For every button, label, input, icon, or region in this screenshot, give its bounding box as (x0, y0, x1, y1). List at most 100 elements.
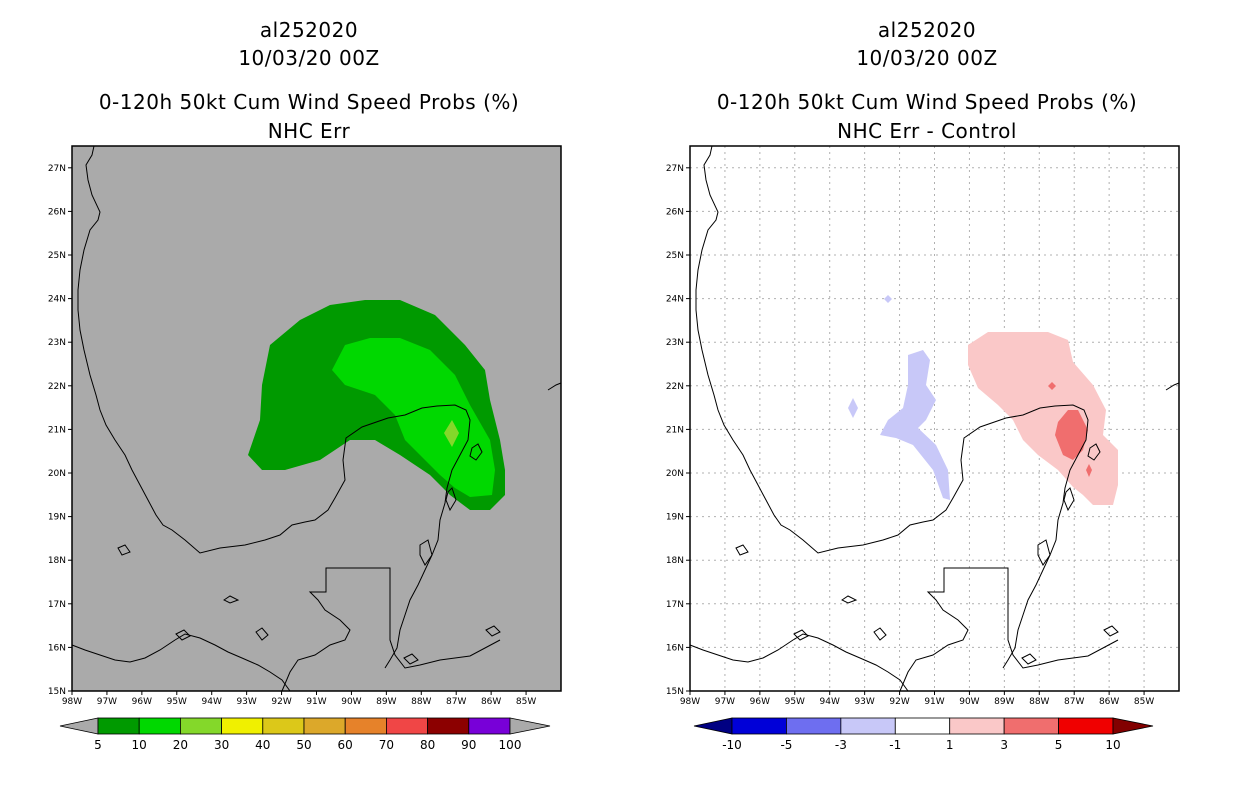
lon-label: 92W (889, 697, 909, 707)
lat-label: 26N (48, 207, 66, 217)
right-map-svg: 15N16N17N18N19N20N21N22N23N24N25N26N27N … (666, 145, 1180, 752)
lat-label: 18N (666, 556, 684, 566)
storm-id-title: al252020 (877, 18, 977, 42)
datetime-title: 10/03/20 00Z (856, 46, 998, 70)
lat-label: 15N (666, 687, 684, 697)
neg-1-3-region-islet (848, 398, 858, 418)
pos-3-5-spot-south (1086, 464, 1092, 477)
colorbar-over-arrow (509, 717, 551, 735)
lon-label: 90W (341, 697, 361, 707)
coastline-segment (1037, 539, 1051, 566)
coastline-segment (689, 633, 909, 692)
colorbar-label: 5 (1055, 738, 1063, 752)
lat-label: 15N (48, 687, 66, 697)
lat-label: 25N (48, 251, 66, 261)
lon-label: 87W (446, 697, 466, 707)
colorbar-label: -3 (835, 738, 847, 752)
colorbar-swatch (840, 717, 896, 735)
lat-label: 17N (48, 600, 66, 610)
lat-label: 20N (666, 469, 684, 479)
lat-label: 19N (48, 513, 66, 523)
coastline-segment (419, 539, 433, 566)
colorbar-swatch (138, 717, 181, 735)
lat-label: 24N (48, 295, 66, 305)
lon-label: 95W (167, 697, 187, 707)
lon-label: 95W (785, 697, 805, 707)
lat-label: 21N (666, 425, 684, 435)
subtitle: NHC Err - Control (837, 119, 1017, 143)
lon-label: 97W (97, 697, 117, 707)
lat-label: 20N (48, 469, 66, 479)
lon-label: 85W (516, 697, 536, 707)
colorbar-label: 10 (1105, 738, 1120, 752)
lon-label: 98W (62, 697, 82, 707)
pos-1-3-region (968, 332, 1118, 505)
lat-label: 16N (666, 643, 684, 653)
lat-label: 27N (48, 164, 66, 174)
lon-label: 85W (1134, 697, 1154, 707)
product-title: 0-120h 50kt Cum Wind Speed Probs (%) (716, 90, 1138, 114)
coastline-segment (1021, 653, 1037, 665)
lat-label: 23N (48, 338, 66, 348)
product-title: 0-120h 50kt Cum Wind Speed Probs (%) (98, 90, 520, 114)
lon-label: 93W (236, 697, 256, 707)
coastline-segment (793, 629, 809, 641)
lon-label: 92W (271, 697, 291, 707)
lon-label: 91W (924, 697, 944, 707)
colorbar-under-arrow (59, 717, 99, 735)
coastline-segment (695, 145, 1089, 669)
lon-label: 89W (376, 697, 396, 707)
coastline-segment (117, 544, 131, 556)
colorbar: 5 10 20 30 40 50 60 70 80 90 100 (59, 717, 551, 752)
colorbar-swatch (179, 717, 222, 735)
coastline-segment (77, 145, 471, 669)
colorbar-swatch (1003, 717, 1059, 735)
coastline-segment (255, 627, 269, 641)
colorbar-swatch (221, 717, 264, 735)
lat-label: 25N (666, 251, 684, 261)
lon-label: 93W (854, 697, 874, 707)
colorbar-label: -1 (889, 738, 901, 752)
lon-label: 90W (959, 697, 979, 707)
colorbar-label: 50 (296, 738, 311, 752)
left-panel: al252020 10/03/20 00Z 0-120h 50kt Cum Wi… (48, 18, 562, 752)
colorbar-over-arrow (1112, 717, 1154, 735)
colorbar: -10 -5 -3 -1 1 3 5 10 (693, 717, 1154, 752)
difference-contours (848, 295, 1118, 505)
colorbar-swatch (731, 717, 787, 735)
colorbar-label: -5 (780, 738, 792, 752)
colorbar-label: 10 (132, 738, 147, 752)
datetime-title: 10/03/20 00Z (238, 46, 380, 70)
prob-20-30-region (444, 420, 459, 447)
colorbar-label: 60 (338, 738, 353, 752)
coastline-segment (899, 567, 1119, 692)
coastline-segment (175, 629, 191, 641)
lon-label: 96W (750, 697, 770, 707)
lon-label: 96W (132, 697, 152, 707)
colorbar-swatch (894, 717, 951, 735)
colorbar-swatch (262, 717, 305, 735)
neg-1-3-region-west (880, 350, 950, 500)
lon-label: 88W (1029, 697, 1049, 707)
coastline-segment (223, 595, 240, 604)
lat-label: 27N (666, 164, 684, 174)
lon-label: 94W (202, 697, 222, 707)
lat-label: 22N (48, 382, 66, 392)
coastline-segment (485, 625, 501, 637)
colorbar-label: 3 (1000, 738, 1008, 752)
colorbar-label: 80 (420, 738, 435, 752)
colorbar-swatch (385, 717, 428, 735)
latitude-axis: 15N 16N 17N 18N 19N 20N 21N 22N 23N 24N 25N 26N 27N (666, 164, 690, 697)
colorbar-swatch (786, 717, 842, 735)
lat-label: 17N (666, 600, 684, 610)
coastline-segment (281, 567, 501, 692)
colorbar-label: 90 (461, 738, 476, 752)
dotted-grid (690, 146, 1179, 691)
colorbar-label: 70 (379, 738, 394, 752)
lat-label: 26N (666, 207, 684, 217)
colorbar-swatch (1058, 717, 1114, 735)
colorbar-swatch (303, 717, 346, 735)
coastline-segment (873, 627, 887, 641)
lon-label: 86W (1099, 697, 1119, 707)
lon-label: 91W (306, 697, 326, 707)
